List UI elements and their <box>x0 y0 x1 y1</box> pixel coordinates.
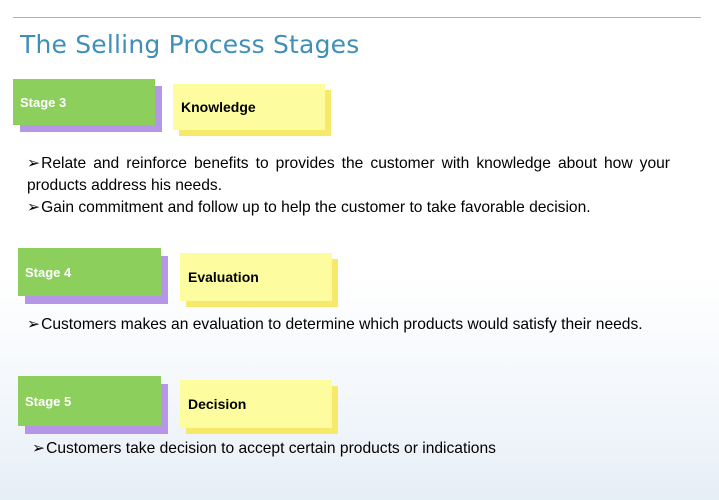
stage-5-point-1: ➢Customers take decision to accept certa… <box>32 440 496 457</box>
top-divider <box>13 17 701 18</box>
arrow-bullet-icon: ➢ <box>27 199 41 216</box>
arrow-bullet-icon: ➢ <box>27 155 41 172</box>
stage-4-name: Evaluation <box>180 253 332 301</box>
stage-3-point-1: ➢Relate and reinforce benefits to provid… <box>27 155 670 194</box>
arrow-bullet-icon: ➢ <box>27 316 41 333</box>
stage-3-label: Stage 3 <box>13 79 155 125</box>
stage-3-name: Knowledge <box>173 84 325 130</box>
stage-4-label: Stage 4 <box>18 248 161 296</box>
arrow-bullet-icon: ➢ <box>32 440 46 457</box>
stage-4-point-1: ➢Customers makes an evaluation to determ… <box>27 316 643 333</box>
stage-3-point-2: ➢Gain commitment and follow up to help t… <box>27 199 591 216</box>
stage-5-label: Stage 5 <box>18 376 161 426</box>
slide-title: The Selling Process Stages <box>20 30 360 59</box>
stage-5-name: Decision <box>180 380 332 428</box>
